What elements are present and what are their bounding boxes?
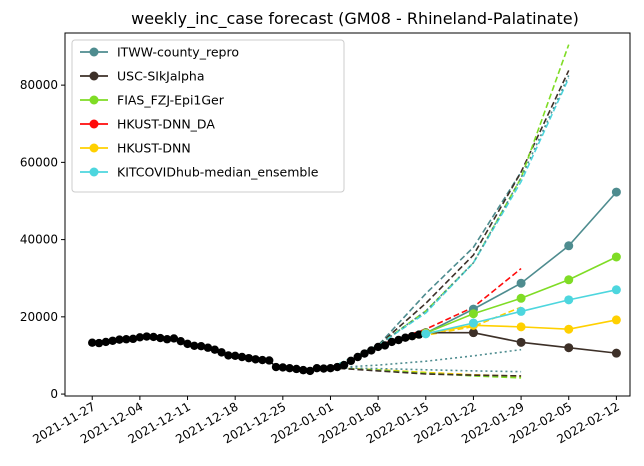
observed-point [196,341,206,351]
series-point-5 [564,324,574,334]
observed-point [101,337,111,347]
plot-area [88,44,621,379]
observed-point [265,356,274,365]
observed-point [115,335,124,344]
observed-point [258,355,267,365]
observed-point [128,334,138,344]
observed-point [210,345,219,354]
observed-point [394,335,403,345]
y-tick-label: 60000 [20,155,58,169]
observed-point [319,364,328,373]
legend-marker [89,167,99,177]
forecast-line-1 [330,171,522,369]
observed-point [203,343,213,352]
observed-point [183,339,192,349]
observed-point [278,363,288,372]
series-point-6 [611,285,621,295]
observed-point [326,363,335,373]
legend-label: USC-SIkJalpha [117,69,205,84]
series-point-2 [516,337,526,347]
series-point-3 [516,293,526,303]
observed-point [339,360,349,370]
forecast-line-12 [330,367,522,377]
observed-point [217,348,226,357]
observed-point [414,330,424,339]
observed-point [135,333,145,342]
chart-title: weekly_inc_case forecast (GM08 - Rhinela… [131,9,579,29]
observed-point [169,334,179,343]
observed-point [108,336,117,345]
observed-point [122,335,131,344]
observed-point [387,337,396,347]
observed-point [333,362,342,372]
observed-point [367,346,376,355]
observed-point [94,338,104,348]
observed-point [176,336,185,346]
observed-point [142,332,151,341]
series-point-2 [564,343,574,353]
legend-label: HKUST-DNN_DA [117,117,215,132]
y-axis: 0 20000 40000 60000 80000 [20,78,65,401]
observed-point [224,351,233,360]
observed-point [285,363,294,373]
y-tick-label: 20000 [20,310,58,324]
observed-point [156,333,165,343]
observed-point [312,363,322,373]
legend-marker [89,119,99,129]
legend-label: KITCOVIDhub-median_ensemble [117,165,319,180]
series-point-6 [516,306,526,316]
series-point-1 [516,278,526,288]
legend-marker [89,47,99,57]
forecast-line-11 [330,367,522,373]
observed-point [149,332,158,342]
series-point-6 [564,295,574,305]
series-point-3 [564,275,574,285]
series-point-2 [468,328,478,338]
y-tick-label: 40000 [20,233,58,247]
series-point-5 [516,322,526,332]
observed-point [353,352,362,362]
observed-point [190,341,199,350]
series-point-3 [468,309,478,319]
series-point-5 [611,315,621,325]
legend-marker [89,143,99,153]
forecast-line-7 [377,267,522,347]
legend-label: ITWW-county_repro [117,45,239,60]
observed-point [305,366,315,376]
series-point-3 [611,252,621,262]
observed-point [360,349,369,358]
observed-point [407,331,417,341]
legend-box [71,39,345,193]
observed-point [88,338,97,347]
observed-point [380,341,390,350]
axes-frame [64,32,631,397]
forecast-line-6 [377,75,570,347]
observed-point [271,362,281,372]
legend: ITWW-county_repro USC-SIkJalpha FIAS_FZJ-E… [71,39,345,193]
series-point-1 [611,187,621,197]
observed-point [230,351,240,361]
observed-point [251,355,260,364]
observed-point [162,335,172,344]
legend-marker [89,95,99,105]
series-point-6 [421,329,431,339]
series-point-1 [564,241,574,251]
observed-point [373,342,383,352]
y-tick-label: 80000 [20,78,58,92]
observed-point [292,364,301,374]
forecast-line-2 [330,348,522,369]
observed-point [237,352,247,362]
observed-point [346,356,356,366]
series-point-6 [468,318,478,328]
legend-label: HKUST-DNN [117,141,191,156]
observed-point [299,365,308,375]
series-point-2 [611,348,621,358]
observed-point [401,333,410,342]
legend-label: FIAS_FZJ-Epi1Ger [117,93,225,108]
legend-marker [89,71,99,81]
y-tick-label: 0 [50,387,58,401]
observed-point [244,353,253,363]
